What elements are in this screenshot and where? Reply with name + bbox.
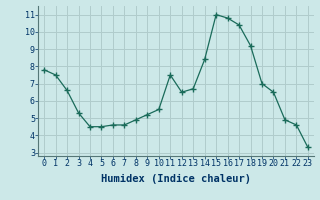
X-axis label: Humidex (Indice chaleur): Humidex (Indice chaleur) xyxy=(101,174,251,184)
